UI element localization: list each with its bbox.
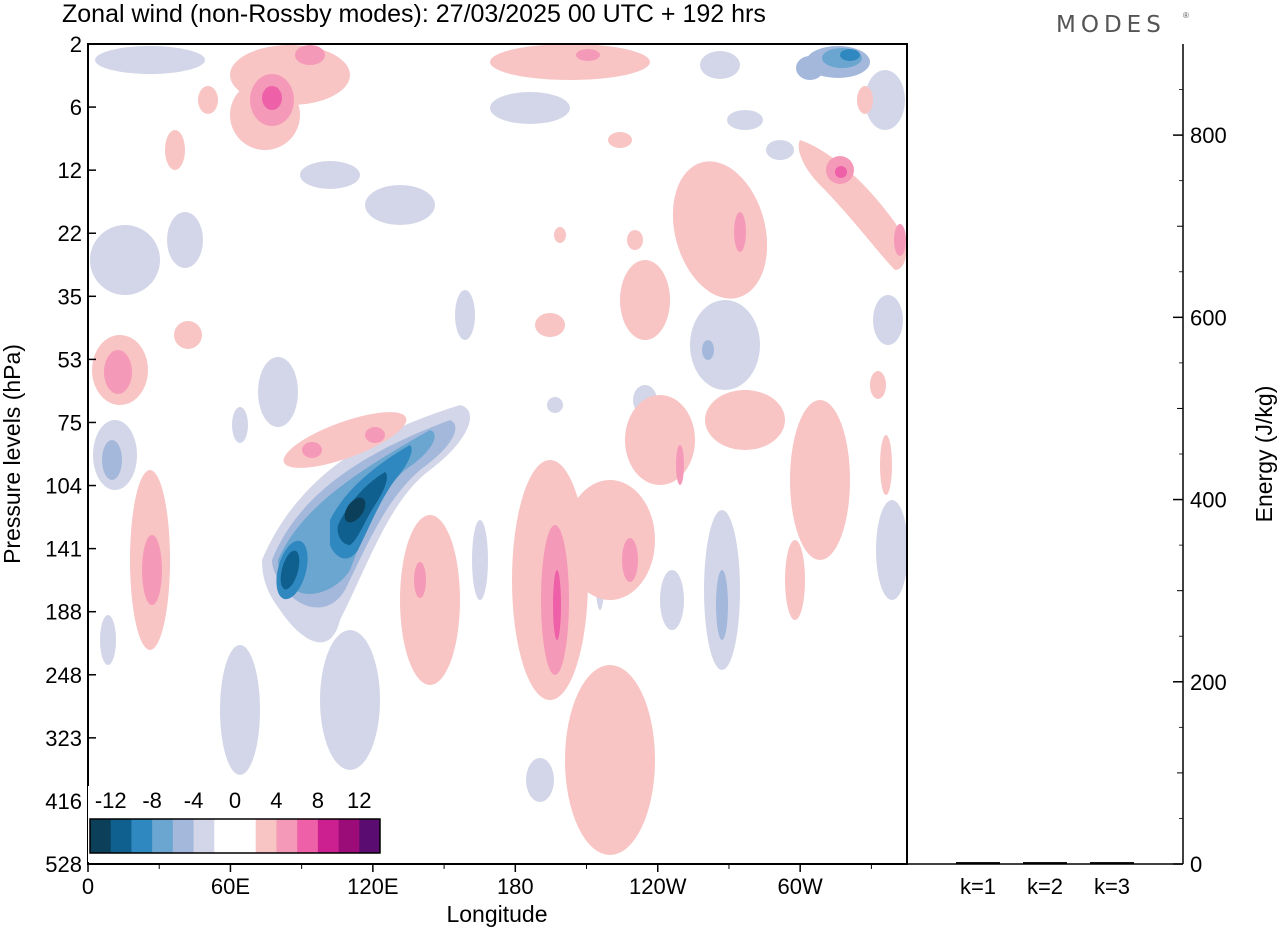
colorbar-swatch bbox=[359, 819, 381, 853]
x-axis-title: Longitude bbox=[446, 901, 547, 927]
colorbar-swatch bbox=[110, 819, 132, 853]
energy-panel: 0 200 400 600 800 k=1 k=2 k=3 Energy (J/kg) bbox=[908, 44, 1277, 899]
x-tick-label: 60E bbox=[211, 874, 250, 899]
x-tick-label: 0 bbox=[82, 874, 94, 899]
x-tick-label: 120E bbox=[347, 874, 398, 899]
colorbar-swatch bbox=[338, 819, 360, 853]
colorbar-swatch bbox=[193, 819, 215, 853]
y-tick-label: 323 bbox=[45, 726, 82, 751]
contour-field bbox=[90, 44, 907, 855]
strong-positive-regions bbox=[262, 86, 847, 640]
colorbar: -12 -8 -4 0 4 8 12 bbox=[88, 786, 388, 862]
heatmap-background bbox=[88, 44, 907, 864]
y-tick-label: 75 bbox=[58, 410, 82, 435]
colorbar-swatch bbox=[276, 819, 298, 853]
y-tick-label: 188 bbox=[45, 600, 82, 625]
energy-y-ticks: 0 200 400 600 800 bbox=[1173, 89, 1227, 877]
colorbar-labels: -12 -8 -4 0 4 8 12 bbox=[95, 788, 372, 813]
chart-title: Zonal wind (non-Rossby modes): 27/03/202… bbox=[62, 0, 766, 28]
y-tick-label: 6 bbox=[70, 95, 82, 120]
energy-bars: k=1 k=2 k=3 bbox=[956, 862, 1134, 899]
y-tick-label: 248 bbox=[45, 663, 82, 688]
y-tick-label: 22 bbox=[58, 221, 82, 246]
colorbar-swatches bbox=[90, 819, 381, 853]
energy-category-label: k=3 bbox=[1094, 874, 1130, 899]
colorbar-tick-label: -12 bbox=[95, 788, 127, 813]
colorbar-swatch bbox=[152, 819, 174, 853]
colorbar-swatch bbox=[172, 819, 195, 853]
colorbar-swatch bbox=[297, 819, 319, 853]
colorbar-tick-label: 12 bbox=[347, 788, 371, 813]
colorbar-tick-label: 8 bbox=[312, 788, 324, 813]
energy-tick-label: 400 bbox=[1190, 488, 1227, 513]
energy-tick-label: 200 bbox=[1190, 670, 1227, 695]
colorbar-tick-label: -8 bbox=[142, 788, 162, 813]
energy-bar bbox=[1023, 862, 1067, 864]
energy-bar bbox=[956, 862, 1000, 864]
y-tick-label: 35 bbox=[58, 284, 82, 309]
energy-category-label: k=2 bbox=[1027, 874, 1063, 899]
energy-background bbox=[908, 44, 1183, 864]
y-tick-label: 141 bbox=[45, 537, 82, 562]
energy-tick-label: 0 bbox=[1190, 852, 1202, 877]
colorbar-swatch bbox=[214, 819, 236, 853]
y-tick-label: 416 bbox=[45, 789, 82, 814]
energy-category-label: k=1 bbox=[960, 874, 996, 899]
energy-tick-label: 600 bbox=[1190, 305, 1227, 330]
colorbar-tick-label: 4 bbox=[270, 788, 282, 813]
core-negative-region bbox=[344, 497, 366, 523]
colorbar-swatch bbox=[317, 819, 340, 853]
colorbar-frame bbox=[89, 818, 381, 854]
x-tick-label: 60W bbox=[778, 874, 823, 899]
colorbar-tick-label: -4 bbox=[184, 788, 204, 813]
heatmap-panel: 2 6 12 22 35 53 75 104 141 188 248 323 416 528 0 60E 12… bbox=[0, 32, 908, 927]
longitude-axis: 0 60E 120E 180 120W 60W bbox=[82, 864, 872, 899]
colorbar-swatch bbox=[90, 819, 112, 853]
brand-registered-mark: ® bbox=[1183, 11, 1189, 20]
y-tick-label: 53 bbox=[58, 347, 82, 372]
energy-axis-title: Energy (J/kg) bbox=[1251, 386, 1277, 523]
colorbar-tick-label: 0 bbox=[229, 788, 241, 813]
y-axis-title: Pressure levels (hPa) bbox=[0, 344, 25, 564]
energy-tick-label: 800 bbox=[1190, 123, 1227, 148]
y-tick-label: 528 bbox=[45, 852, 82, 877]
y-tick-label: 104 bbox=[45, 474, 82, 499]
x-tick-label: 180 bbox=[497, 874, 534, 899]
energy-bar bbox=[1090, 862, 1134, 864]
colorbar-swatch bbox=[131, 819, 153, 853]
x-tick-label: 120W bbox=[629, 874, 687, 899]
y-tick-label: 2 bbox=[70, 32, 82, 57]
brand-logo: MODES bbox=[1056, 12, 1166, 38]
pressure-axis: 2 6 12 22 35 53 75 104 141 188 248 323 416 528 bbox=[45, 32, 96, 877]
colorbar-swatch bbox=[255, 819, 277, 853]
y-tick-label: 12 bbox=[58, 158, 82, 183]
heatmap-frame bbox=[87, 43, 908, 865]
colorbar-swatch bbox=[235, 819, 257, 853]
